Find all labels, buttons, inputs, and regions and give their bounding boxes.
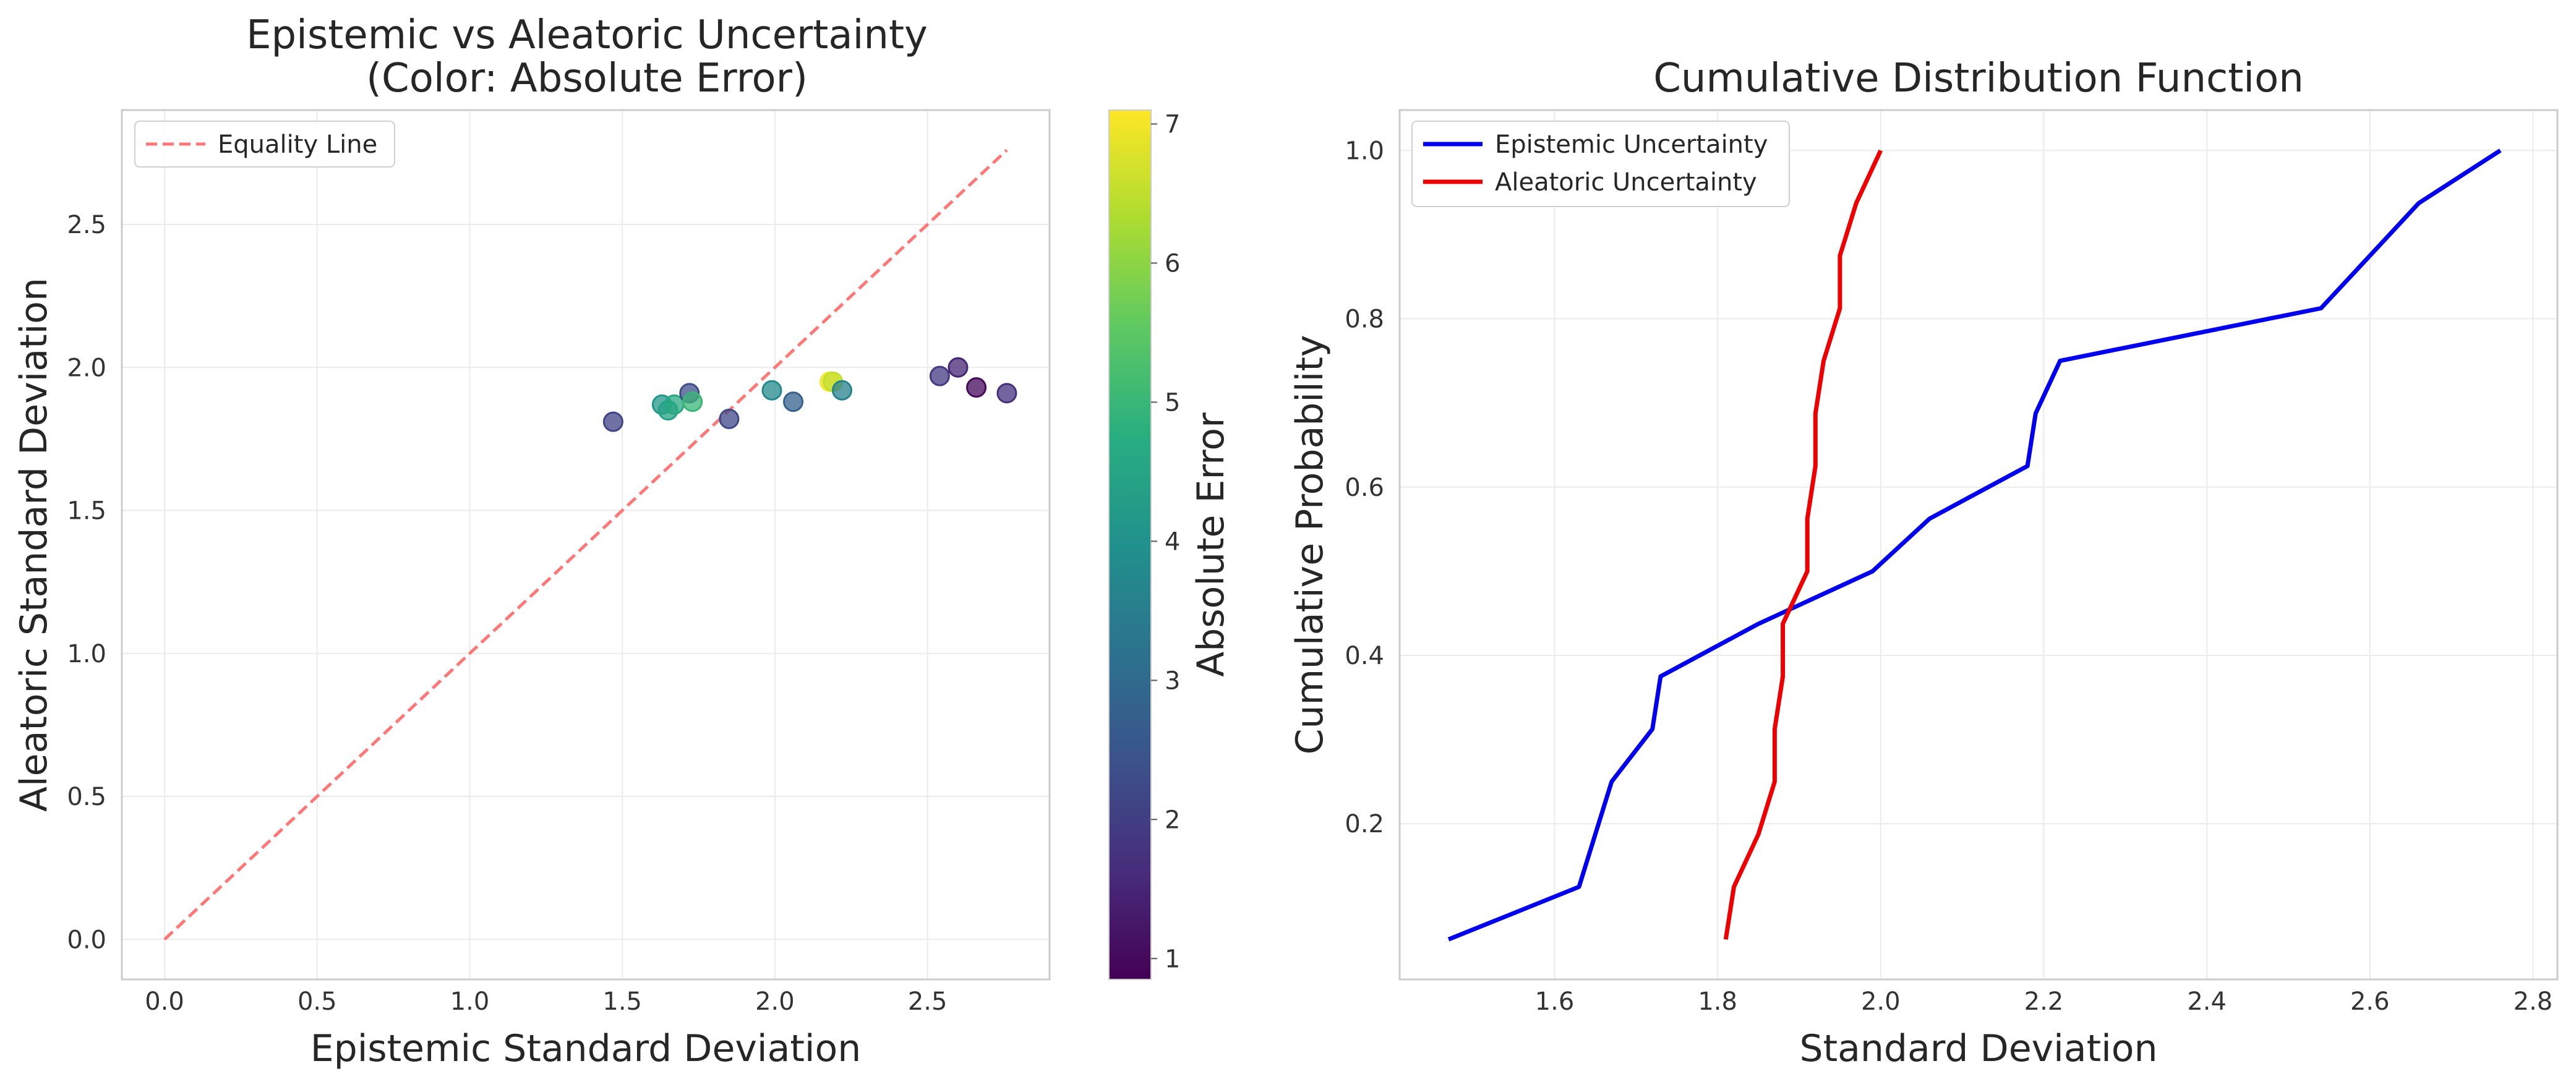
equality-line: [163, 148, 1008, 941]
scatter-y-tick-label: 2.0: [67, 354, 106, 382]
scatter-frame: [121, 109, 1051, 981]
cdf-x-tick-label: 1.8: [1698, 987, 1737, 1016]
scatter-equality-layer: [163, 148, 1008, 941]
scatter-point: [719, 409, 740, 429]
scatter-y-tick-label: 0.5: [67, 783, 106, 811]
cdf-panel: Cumulative Distribution Function 1.6 1.8 2…: [1288, 56, 2559, 1070]
cdf-legend: Epistemic Uncertainty Aleatoric Uncertai…: [1411, 121, 1790, 207]
scatter-point: [783, 391, 804, 412]
colorbar-tick-label: 6: [1165, 249, 1180, 278]
scatter-point: [682, 391, 703, 412]
cdf-y-tick-label: 1.0: [1345, 137, 1384, 165]
cdf-x-axis-label: Standard Deviation: [1799, 1027, 2157, 1070]
scatter-point: [602, 411, 623, 432]
scatter-x-tick-label: 1.5: [602, 987, 642, 1016]
scatter-panel: Epistemic vs Aleatoric Uncertainty (Colo…: [12, 12, 1051, 1070]
scatter-legend: Equality Line: [134, 121, 395, 168]
scatter-x-tick-label: 2.0: [755, 987, 795, 1016]
scatter-x-tick-label: 0.5: [297, 987, 337, 1016]
epistemic-legend-label: Epistemic Uncertainty: [1495, 130, 1768, 159]
cdf-x-tick-label: 2.8: [2514, 987, 2553, 1016]
scatter-tick-labels: 0.0 0.5 1.0 1.5 2.0 2.5 0.0 0.5 1.0 1.5 2.0 2.5: [67, 211, 947, 1016]
scatter-point: [948, 357, 969, 378]
scatter-y-axis-label: Aleatoric Standard Deviation: [12, 278, 56, 812]
cdf-x-tick-label: 2.2: [2024, 987, 2064, 1016]
scatter-grid: [122, 110, 1050, 979]
cdf-lines-layer: [1447, 148, 2502, 942]
scatter-point: [831, 380, 852, 401]
colorbar-tick-label: 4: [1165, 527, 1180, 556]
colorbar-tick-label: 2: [1165, 806, 1180, 834]
scatter-point: [996, 383, 1017, 404]
cdf-x-tick-label: 2.6: [2350, 987, 2390, 1016]
colorbar: 1 2 3 4 5 6 7 Absolute Error: [1108, 109, 1233, 980]
cdf-tick-labels: 1.6 1.8 2.0 2.2 2.4 2.6 2.8 0.2 0.4 0.6 0.8 1.0: [1345, 137, 2552, 1016]
cdf-y-tick-label: 0.2: [1345, 810, 1384, 838]
cdf-legend-box: [1411, 121, 1790, 207]
scatter-point: [761, 380, 782, 401]
scatter-x-tick-label: 1.0: [450, 987, 490, 1016]
colorbar-tick-label: 7: [1165, 110, 1180, 139]
epistemic-cdf-line: [1447, 148, 2502, 942]
scatter-y-tick-label: 1.0: [67, 640, 106, 668]
colorbar-frame: [1108, 109, 1152, 980]
colorbar-gradient: [1109, 110, 1151, 979]
scatter-legend-label: Equality Line: [218, 130, 377, 159]
cdf-y-tick-label: 0.6: [1345, 474, 1384, 502]
scatter-legend-box: [134, 121, 395, 168]
colorbar-tick-label: 1: [1165, 945, 1180, 973]
scatter-point: [966, 377, 987, 398]
cdf-y-tick-label: 0.8: [1345, 305, 1384, 334]
scatter-point: [929, 365, 950, 386]
colorbar-tick-label: 5: [1165, 388, 1180, 417]
cdf-x-tick-label: 2.0: [1861, 987, 1901, 1016]
scatter-points-layer: [602, 357, 1017, 432]
scatter-title-line1: Epistemic vs Aleatoric Uncertainty: [246, 12, 928, 58]
cdf-y-tick-label: 0.4: [1345, 642, 1384, 670]
scatter-x-tick-label: 0.0: [145, 987, 184, 1016]
aleatoric-legend-label: Aleatoric Uncertainty: [1495, 168, 1757, 197]
aleatoric-cdf-line: [1723, 149, 1883, 940]
cdf-x-tick-label: 2.4: [2187, 987, 2227, 1016]
colorbar-tick-label: 3: [1165, 667, 1180, 695]
scatter-y-tick-label: 1.5: [67, 497, 106, 526]
cdf-x-tick-label: 1.6: [1535, 987, 1575, 1016]
cdf-y-axis-label: Cumulative Probability: [1288, 335, 1332, 755]
scatter-x-tick-label: 2.5: [908, 987, 948, 1016]
scatter-y-tick-label: 2.5: [67, 211, 106, 239]
cdf-frame: [1398, 109, 2559, 981]
cdf-title: Cumulative Distribution Function: [1653, 56, 2304, 101]
colorbar-ticks: 1 2 3 4 5 6 7: [1151, 110, 1180, 973]
scatter-x-axis-label: Epistemic Standard Deviation: [310, 1027, 862, 1070]
colorbar-label: Absolute Error: [1189, 412, 1233, 677]
scatter-y-tick-label: 0.0: [67, 926, 106, 954]
scatter-title-line2: (Color: Absolute Error): [366, 56, 808, 101]
